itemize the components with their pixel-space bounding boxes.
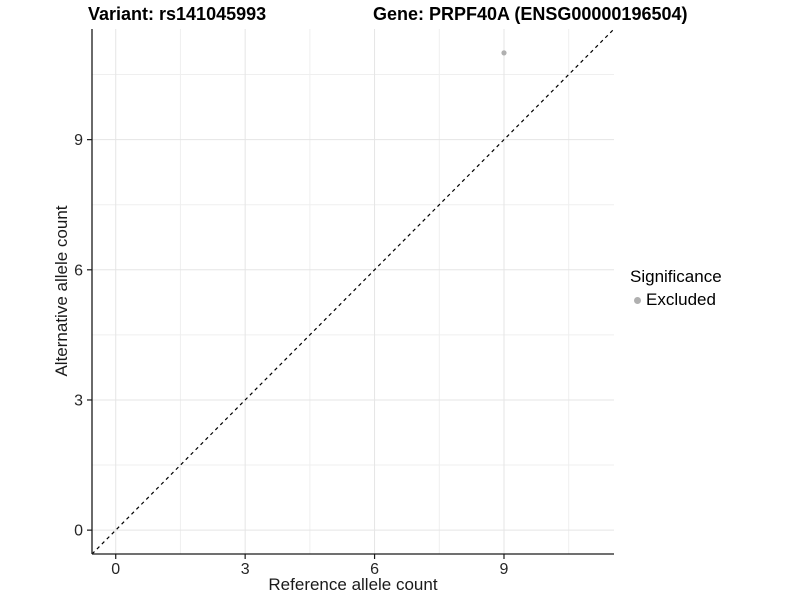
legend-item-label: Excluded (646, 290, 716, 309)
x-axis-title: Reference allele count (268, 575, 438, 594)
y-tick-label: 0 (74, 523, 83, 540)
gene-title: Gene: PRPF40A (ENSG00000196504) (373, 4, 688, 24)
y-axis-title: Alternative allele count (52, 205, 71, 377)
x-tick-label: 3 (241, 561, 250, 578)
legend-item-excluded: Excluded (634, 290, 722, 310)
y-tick-label: 9 (74, 132, 83, 149)
legend-point-icon (634, 296, 641, 304)
legend-title: Significance (630, 267, 722, 286)
x-tick-label: 9 (500, 561, 509, 578)
variant-title: Variant: rs141045993 (88, 4, 267, 24)
x-tick-label: 0 (111, 561, 120, 578)
x-tick-label: 6 (370, 561, 379, 578)
y-tick-label: 3 (74, 392, 83, 409)
legend: Significance Excluded (630, 267, 722, 310)
data-point (501, 50, 507, 56)
y-tick-label: 6 (74, 262, 83, 279)
identity-line (91, 28, 615, 555)
